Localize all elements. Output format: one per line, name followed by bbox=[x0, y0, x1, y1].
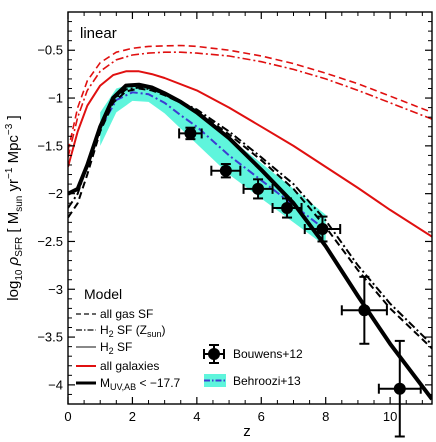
bouwens-point-0 bbox=[178, 126, 203, 141]
bouwens-point-3 bbox=[271, 197, 303, 219]
legend-label-h2-sf-zsun: H2 SF (Zsun) bbox=[100, 323, 166, 339]
x-tick-label-0: 0 bbox=[64, 409, 71, 424]
series-line-2 bbox=[68, 51, 432, 158]
axis-ticks: 0 2 4 6 8 10 −4 −3.5 −3 −2.5 −2 −1.5 −1 −0.5 bbox=[37, 12, 432, 424]
series-line-5 bbox=[68, 82, 432, 401]
bouwens-point-4 bbox=[303, 215, 342, 243]
legend-model: Model all gas SF H2 SF (Zsun) H2 SF all … bbox=[76, 286, 181, 392]
bouwens-points-layer bbox=[178, 126, 422, 438]
annotation-linear: linear bbox=[80, 25, 117, 42]
y-tick-label-2: −3 bbox=[48, 282, 63, 297]
x-tick-label-4: 8 bbox=[322, 409, 329, 424]
y-tick-label-7: −0.5 bbox=[37, 43, 63, 58]
behroozi-band bbox=[100, 83, 326, 247]
x-tick-label-2: 4 bbox=[193, 409, 200, 424]
legend-label-bouwens: Bouwens+12 bbox=[233, 347, 303, 361]
legend-label-behroozi: Behroozi+13 bbox=[233, 374, 301, 388]
x-axis-label: z bbox=[243, 423, 251, 440]
y-tick-label-4: −2 bbox=[48, 186, 63, 201]
legend-label-all-gas-sf: all gas SF bbox=[100, 307, 153, 321]
series-line-1 bbox=[68, 44, 432, 151]
series-line-0 bbox=[68, 70, 432, 238]
y-tick-label-0: −4 bbox=[48, 377, 63, 392]
model-series-layer bbox=[68, 44, 432, 401]
x-tick-label-3: 6 bbox=[258, 409, 265, 424]
legend-obs: Bouwens+12 Behroozi+13 bbox=[203, 344, 303, 388]
y-tick-label-5: −1.5 bbox=[37, 138, 63, 153]
y-tick-label-6: −1 bbox=[48, 91, 63, 106]
x-tick-label-1: 2 bbox=[129, 409, 136, 424]
bouwens-point-5 bbox=[340, 275, 388, 345]
y-tick-label-1: −3.5 bbox=[37, 330, 63, 345]
legend-label-muv: MUV,AB < −17.7 bbox=[100, 376, 181, 392]
y-tick-label-3: −2.5 bbox=[37, 234, 63, 249]
legend-marker-behroozi bbox=[204, 374, 226, 387]
bouwens-point-2 bbox=[242, 178, 274, 200]
behroozi-central-line bbox=[99, 91, 327, 231]
legend-label-h2-sf: H2 SF bbox=[100, 340, 132, 356]
legend-marker-bouwens bbox=[203, 344, 225, 364]
x-tick-label-5: 10 bbox=[383, 409, 397, 424]
behroozi-band-layer bbox=[99, 83, 327, 247]
legend-label-all-galaxies: all galaxies bbox=[100, 359, 159, 373]
legend-model-title: Model bbox=[84, 286, 122, 302]
bouwens-point-1 bbox=[210, 163, 242, 179]
y-axis-label: log10 ρSFR [ Msun yr−1 Mpc−3 ] bbox=[4, 115, 25, 300]
plot-frame bbox=[67, 11, 433, 405]
bouwens-point-6 bbox=[377, 339, 422, 438]
